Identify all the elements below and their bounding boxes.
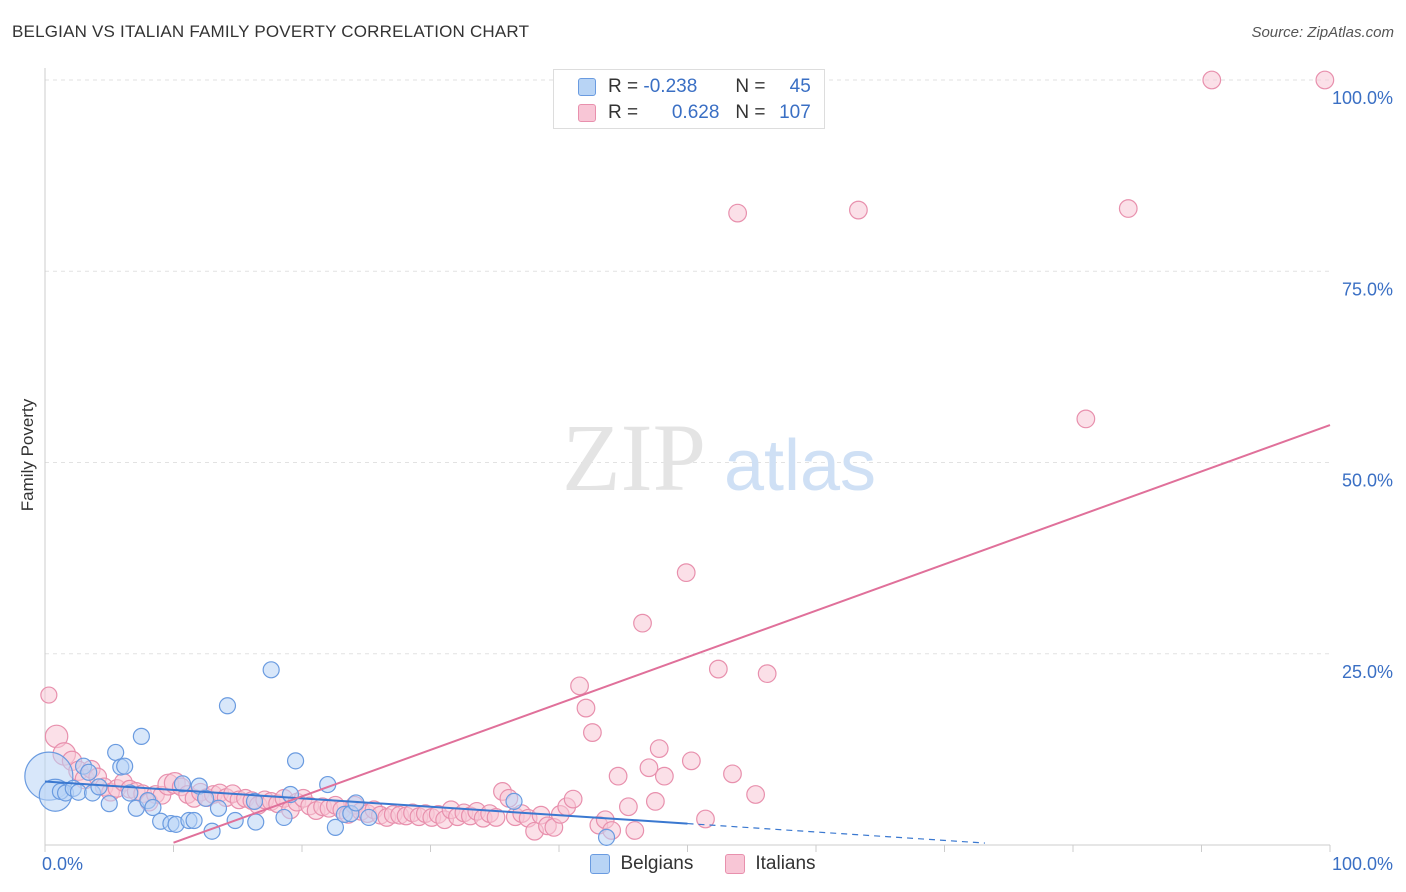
belgian-point xyxy=(505,792,523,810)
belgians-swatch xyxy=(590,854,611,874)
italian-point xyxy=(728,203,748,223)
n-value: 45 xyxy=(789,76,811,97)
belgian-point xyxy=(132,727,150,745)
belgian-point xyxy=(107,743,125,762)
belgian-point xyxy=(121,784,139,802)
italian-point xyxy=(645,791,665,811)
legend-label: Belgians xyxy=(620,853,694,874)
r-value: 0.628 xyxy=(671,102,720,123)
belgian-point xyxy=(262,661,280,679)
stats-legend: R = -0.238 N = 45 R = 0.628 N = 107 xyxy=(553,69,825,129)
italian-point xyxy=(570,676,589,696)
italians-trend-line xyxy=(173,424,1331,844)
watermark-zip: ZIP xyxy=(562,404,706,511)
italian-point xyxy=(849,200,868,220)
x-tick-label: 0.0% xyxy=(42,854,83,874)
italian-point xyxy=(1202,70,1222,90)
italian-point xyxy=(723,764,742,784)
r-value: -0.238 xyxy=(643,76,698,97)
italian-point xyxy=(681,751,701,771)
chart-title: BELGIAN VS ITALIAN FAMILY POVERTY CORREL… xyxy=(12,22,530,41)
n-value: 107 xyxy=(779,102,811,123)
y-tick-label: 50.0% xyxy=(1342,471,1393,491)
belgian-point xyxy=(245,792,264,810)
tick-labels: 25.0% 50.0% 75.0% 100.0% 0.0% 100.0% xyxy=(42,88,1393,874)
belgians-trend-extension xyxy=(687,822,986,844)
axes xyxy=(44,68,1331,852)
italian-point xyxy=(486,808,506,827)
legend-row-italians: R = 0.628 N = 107 xyxy=(578,100,811,126)
x-tick-label: 100.0% xyxy=(1332,854,1393,874)
n-label: N = xyxy=(735,102,766,123)
italian-point xyxy=(746,785,766,804)
belgian-point xyxy=(197,789,215,807)
italian-point xyxy=(563,789,583,809)
italian-point xyxy=(757,664,777,684)
italian-point xyxy=(608,766,628,786)
italian-point xyxy=(676,563,696,583)
italians-swatch xyxy=(578,104,596,122)
italian-point xyxy=(576,698,596,718)
n-label: N = xyxy=(735,76,766,97)
italians-swatch xyxy=(725,854,746,874)
italian-point xyxy=(633,613,652,633)
belgian-point xyxy=(326,818,345,837)
belgian-point xyxy=(218,697,237,715)
italian-point xyxy=(654,766,674,786)
italian-point xyxy=(649,739,669,759)
belgian-point xyxy=(90,778,108,796)
y-tick-label: 75.0% xyxy=(1342,279,1393,299)
italian-point xyxy=(40,686,58,704)
belgian-point xyxy=(185,811,203,830)
y-tick-label: 100.0% xyxy=(1332,88,1393,108)
belgians-points xyxy=(24,661,616,846)
series-legend: Belgians Italians xyxy=(0,850,1406,878)
belgian-point xyxy=(286,752,305,770)
italian-point xyxy=(618,797,638,817)
r-label: R = xyxy=(608,102,639,123)
italian-point xyxy=(583,723,602,742)
belgian-point xyxy=(360,808,378,827)
source-label: Source: ZipAtlas.com xyxy=(1251,24,1394,41)
trend-lines xyxy=(44,424,1331,844)
belgian-point xyxy=(247,813,265,831)
belgian-point xyxy=(144,798,162,817)
italians-points xyxy=(40,70,1335,841)
italian-point xyxy=(639,758,659,778)
watermark: ZIP atlas xyxy=(562,404,876,511)
italian-point xyxy=(1118,199,1138,218)
italian-point xyxy=(625,821,645,840)
belgian-point xyxy=(173,775,192,793)
y-tick-label: 25.0% xyxy=(1342,662,1393,682)
legend-item-belgians: Belgians xyxy=(590,853,693,875)
legend-item-italians: Italians xyxy=(725,853,816,875)
belgian-point xyxy=(209,799,228,817)
italian-point xyxy=(1076,409,1096,429)
belgian-point xyxy=(597,828,616,846)
belgian-point xyxy=(100,795,118,813)
watermark-atlas: atlas xyxy=(724,426,876,506)
italian-point xyxy=(708,659,728,679)
legend-label: Italians xyxy=(755,853,816,874)
italian-point xyxy=(696,809,715,829)
legend-row-belgians: R = -0.238 N = 45 xyxy=(578,74,811,100)
belgian-point xyxy=(80,763,98,781)
belgian-point xyxy=(116,757,134,775)
belgians-swatch xyxy=(578,78,596,96)
r-label: R = xyxy=(608,76,639,97)
belgians-trend-line xyxy=(44,780,688,825)
italian-point xyxy=(1315,70,1335,90)
belgian-point xyxy=(275,808,293,827)
